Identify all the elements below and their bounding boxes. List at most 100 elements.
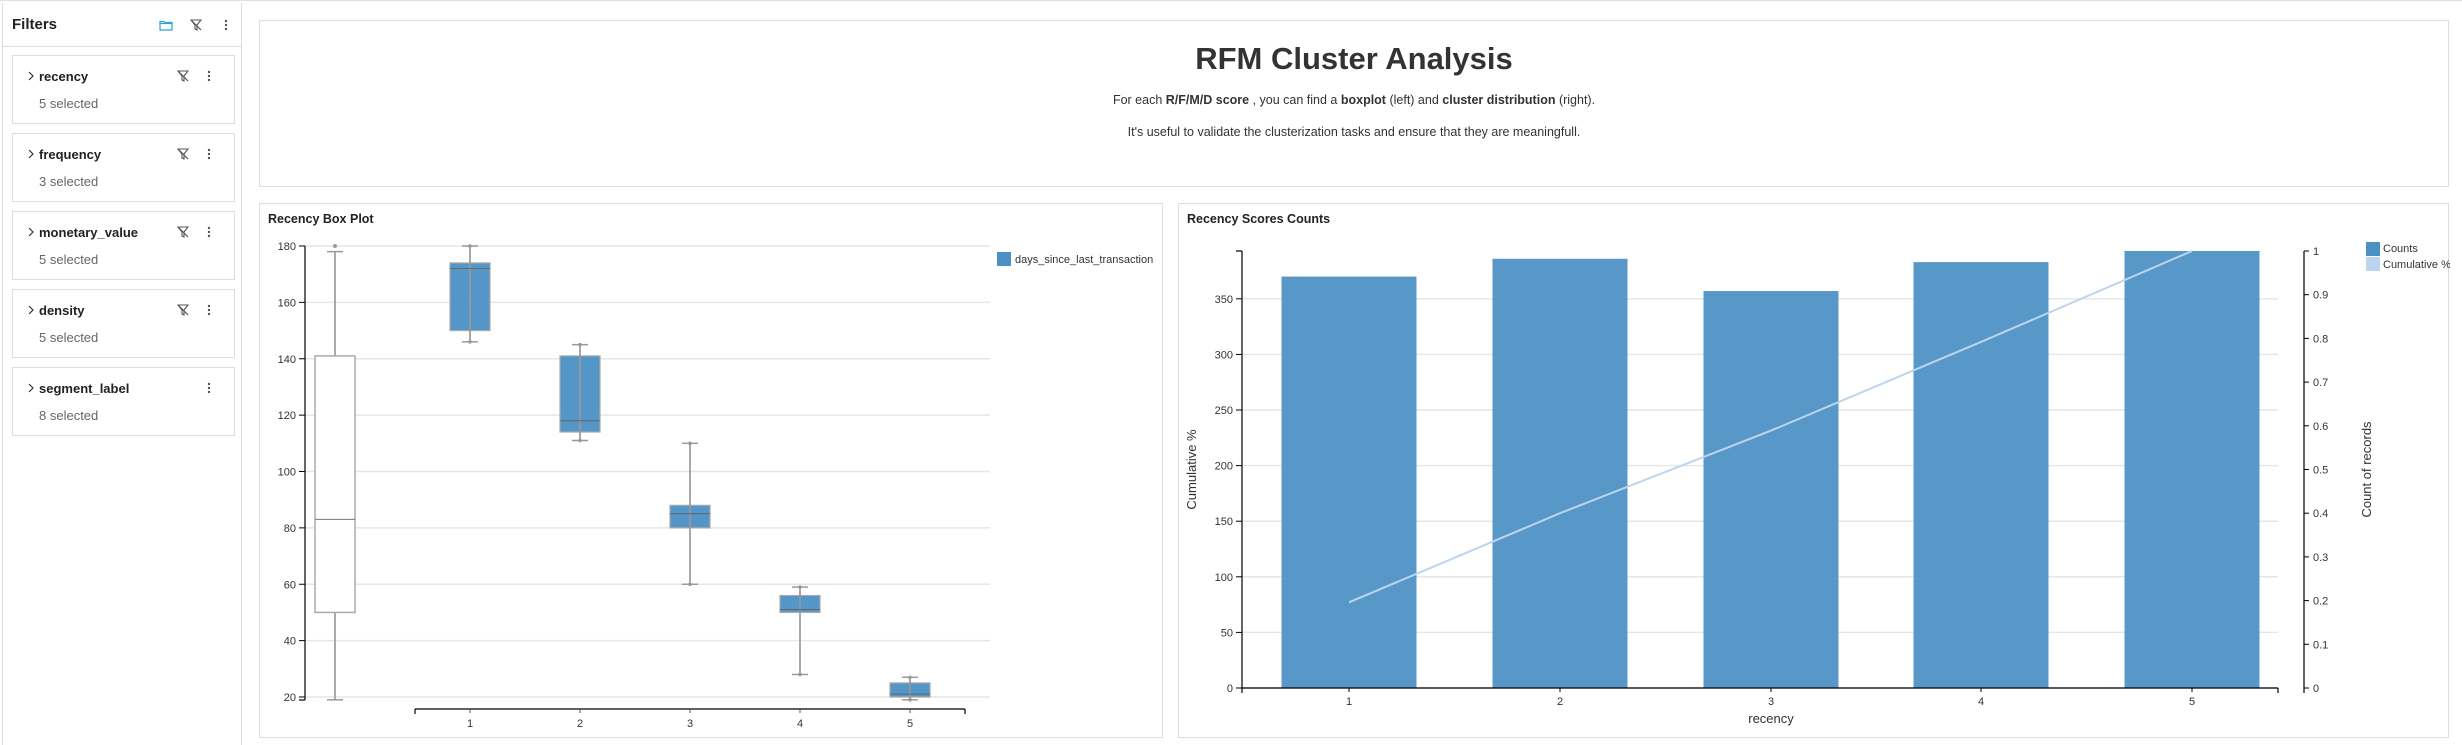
x-tick-label: 1 xyxy=(1346,696,1352,708)
more-vertical-icon[interactable] xyxy=(196,298,222,322)
chevron-right-icon[interactable] xyxy=(25,304,37,316)
chevron-right-icon[interactable] xyxy=(25,70,37,82)
y-right-tick-label: 0.4 xyxy=(2313,508,2328,520)
x-tick-label: 3 xyxy=(687,718,693,730)
filter-summary: 5 selected xyxy=(39,330,99,345)
y-axis-right-label: Count of records xyxy=(2359,421,2374,518)
filter-name: monetary_value xyxy=(39,225,138,240)
legend-item-counts[interactable]: Counts xyxy=(2366,242,2418,256)
svg-text:days_since_last_transaction: days_since_last_transaction xyxy=(1015,254,1153,266)
filters-title: Filters xyxy=(12,16,58,33)
y-right-tick-label: 1 xyxy=(2313,246,2319,258)
bar-1[interactable] xyxy=(1281,276,1417,688)
box-3[interactable] xyxy=(669,441,711,587)
filter-card-segment-label[interactable]: segment_label 8 selected xyxy=(12,367,235,436)
bar-2[interactable] xyxy=(1492,258,1628,688)
clear-filter-icon[interactable] xyxy=(170,220,196,244)
y-tick-label: 300 xyxy=(1215,349,1233,361)
bar-3[interactable] xyxy=(1703,291,1839,688)
box-5[interactable] xyxy=(889,675,931,702)
chart-title: Recency Scores Counts xyxy=(1187,212,1331,226)
more-vertical-icon[interactable] xyxy=(196,220,222,244)
more-vertical-icon[interactable] xyxy=(196,64,222,88)
filter-card-frequency[interactable]: frequency 3 selected xyxy=(12,133,235,202)
box-2[interactable] xyxy=(559,342,601,443)
x-tick-label: 5 xyxy=(2189,696,2195,708)
filters-header: Filters xyxy=(3,3,241,47)
legend-item[interactable]: days_since_last_transaction xyxy=(997,252,1153,266)
recency-counts-panel: Recency Scores Counts 0 50 100 150 200 250 300… xyxy=(1178,203,2450,738)
box-1[interactable] xyxy=(449,244,491,344)
y-right-tick-label: 0.1 xyxy=(2313,639,2328,651)
chart-title: Recency Box Plot xyxy=(268,212,374,226)
y-tick-label: 100 xyxy=(278,467,296,479)
chevron-right-icon[interactable] xyxy=(25,226,37,238)
x-tick-label: 4 xyxy=(797,718,803,730)
bar-5[interactable] xyxy=(2124,251,2260,688)
clear-filter-icon[interactable] xyxy=(170,64,196,88)
chevron-right-icon[interactable] xyxy=(25,148,37,160)
bar-4[interactable] xyxy=(1913,262,2049,688)
filter-name: frequency xyxy=(39,147,102,162)
svg-text:Counts: Counts xyxy=(2383,243,2418,255)
recency-boxplot-panel: Recency Box Plot 20 40 60 80 100 120 140 160 180… xyxy=(259,203,1163,738)
header-note: It's useful to validate the clusterizati… xyxy=(1127,125,1581,139)
y-tick-label: 60 xyxy=(284,579,296,591)
x-tick-label: 3 xyxy=(1768,696,1774,708)
y-tick-label: 140 xyxy=(278,354,296,366)
filter-card-monetary-value[interactable]: monetary_value 5 selected xyxy=(12,211,235,280)
legend-item-cumulative[interactable]: Cumulative % xyxy=(2366,257,2450,271)
clear-filter-icon[interactable] xyxy=(181,13,211,37)
y-tick-label: 40 xyxy=(284,636,296,648)
outlier-point xyxy=(333,244,337,248)
y-tick-label: 80 xyxy=(284,523,296,535)
y-right-tick-label: 0.7 xyxy=(2313,377,2328,389)
more-vertical-icon[interactable] xyxy=(211,13,241,37)
y-tick-label: 100 xyxy=(1215,572,1233,584)
folder-icon[interactable] xyxy=(151,13,181,37)
y-right-tick-label: 0 xyxy=(2313,683,2319,695)
x-tick-label: 4 xyxy=(1978,696,1984,708)
filter-summary: 5 selected xyxy=(39,96,99,111)
x-tick-label: 2 xyxy=(1557,696,1563,708)
filter-name: density xyxy=(39,303,85,318)
x-tick-label: 2 xyxy=(577,718,583,730)
svg-text:Cumulative %: Cumulative % xyxy=(2383,259,2450,271)
filter-card-recency[interactable]: recency 5 selected xyxy=(12,55,235,124)
y-tick-label: 20 xyxy=(284,692,296,704)
box-4[interactable] xyxy=(779,585,821,677)
header-panel: RFM Cluster Analysis For each R/F/M/D sc… xyxy=(259,20,2449,187)
y-tick-label: 180 xyxy=(278,241,296,253)
filters-sidebar: Filters recency 5 selected xyxy=(2,3,242,745)
y-tick-label: 250 xyxy=(1215,405,1233,417)
y-tick-label: 120 xyxy=(278,410,296,422)
y-tick-label: 150 xyxy=(1215,516,1233,528)
y-tick-label: 350 xyxy=(1215,294,1233,306)
chevron-right-icon[interactable] xyxy=(25,382,37,394)
clear-filter-icon[interactable] xyxy=(170,142,196,166)
clear-filter-icon[interactable] xyxy=(170,298,196,322)
header-description: For each R/F/M/D score , you can find a … xyxy=(1112,93,1596,107)
y-right-tick-label: 0.5 xyxy=(2313,465,2328,477)
y-right-tick-label: 0.2 xyxy=(2313,596,2328,608)
more-vertical-icon[interactable] xyxy=(196,142,222,166)
filter-card-density[interactable]: density 5 selected xyxy=(12,289,235,358)
filter-summary: 3 selected xyxy=(39,174,99,189)
x-tick-label: 5 xyxy=(907,718,913,730)
y-tick-label: 0 xyxy=(1227,683,1233,695)
overall-box[interactable] xyxy=(314,355,356,614)
filter-summary: 8 selected xyxy=(39,408,99,423)
y-tick-label: 50 xyxy=(1221,627,1233,639)
cumulative-line[interactable] xyxy=(1348,250,2193,604)
y-tick-label: 160 xyxy=(278,297,296,309)
more-vertical-icon[interactable] xyxy=(196,376,222,400)
y-right-tick-label: 0.8 xyxy=(2313,333,2328,345)
x-axis-label: recency xyxy=(1748,711,1794,726)
y-right-tick-label: 0.3 xyxy=(2313,552,2328,564)
y-tick-label: 200 xyxy=(1215,461,1233,473)
y-right-tick-label: 0.9 xyxy=(2313,290,2328,302)
recency-counts-chart: 0 50 100 150 200 250 300 350 1 2 3 4 5 recency 0 0.1 0.2… xyxy=(1184,242,2450,726)
page-title: RFM Cluster Analysis xyxy=(1195,41,1513,76)
filter-summary: 5 selected xyxy=(39,252,99,267)
